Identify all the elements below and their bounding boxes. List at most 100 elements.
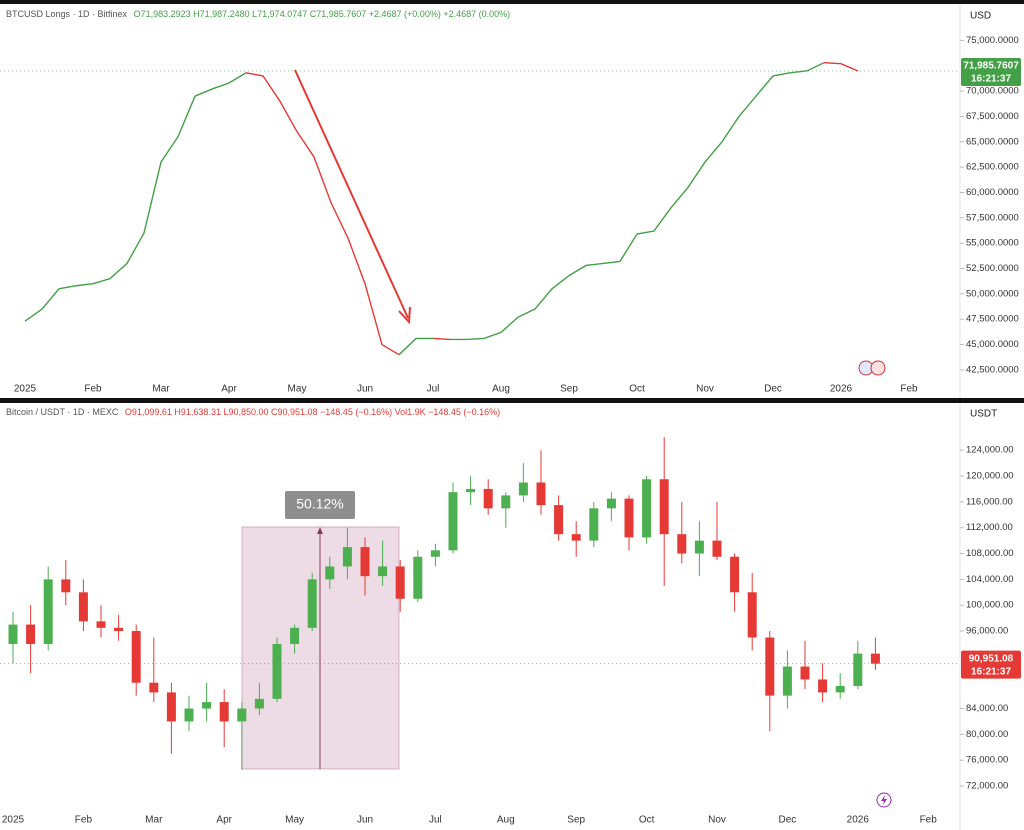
candle-body (378, 566, 388, 577)
candle-body (430, 550, 440, 557)
x-tick-label: Jun (357, 815, 373, 826)
candle-body (466, 488, 476, 493)
candle-body (642, 479, 652, 538)
candle-body (870, 653, 880, 664)
y-tick-label: 80,000.00 (966, 729, 1008, 740)
candle-body (184, 708, 194, 722)
trend-arrowhead (398, 306, 411, 325)
y-tick-label: 76,000.00 (966, 755, 1008, 766)
y-tick-label: 112,000.00 (966, 522, 1013, 533)
symbol: Bitcoin / USDT · 1D · MEXC (6, 407, 119, 417)
x-tick-label: Nov (696, 384, 714, 395)
ohlc: O91,099.61 H91,638.31 L90,850.00 C90,951… (125, 407, 500, 417)
chart-header: Bitcoin / USDT · 1D · MEXC O91,099.61 H9… (6, 407, 500, 417)
x-tick-label: Oct (629, 384, 645, 395)
plot: 42,500.0000 45,000.0000 47,500.0000 50,000.… (0, 35, 1021, 395)
x-tick-label: May (285, 815, 304, 826)
price-tag (961, 57, 1021, 86)
candle-body (606, 498, 616, 509)
candle-body (395, 566, 405, 599)
candle-body (589, 508, 599, 541)
chart-header: BTCUSD Longs · 1D · Bitfinex O71,983.292… (6, 9, 510, 19)
candle-body (219, 702, 229, 722)
y-tick-label: 50,000.0000 (966, 288, 1019, 299)
line-segment (432, 337, 451, 341)
x-tick-label: 2026 (830, 384, 853, 395)
event-icon-glyph (881, 795, 887, 805)
y-tick-label: 104,000.00 (966, 574, 1014, 585)
x-tick-label: Feb (920, 815, 938, 826)
plot: 72,000.00 76,000.00 80,000.00 84,000.00 96,0… (0, 437, 1021, 826)
y-tick-label: 108,000.00 (966, 548, 1014, 559)
measure-label-box (285, 491, 355, 519)
candle-body (501, 495, 511, 509)
line-segment (450, 62, 825, 341)
price-tag-countdown: 16:21:37 (971, 666, 1011, 677)
y-tick-label: 47,500.0000 (966, 314, 1019, 325)
y-tick-label: 124,000.00 (966, 445, 1014, 456)
x-tick-label: Dec (779, 815, 797, 826)
measure-arrowhead (317, 527, 323, 534)
x-tick-label: 2025 (2, 815, 25, 826)
line-segment (245, 72, 400, 356)
y-tick-label: 116,000.00 (966, 496, 1013, 507)
candle-body (448, 492, 458, 551)
x-tick-label: Mar (152, 384, 170, 395)
x-tick-label: Aug (492, 384, 510, 395)
y-tick-label: 100,000.00 (966, 600, 1014, 611)
candle-body (782, 666, 792, 696)
x-tick-label: 2026 (847, 815, 870, 826)
y-tick-label: 60,000.0000 (966, 187, 1019, 198)
y-tick-label: 120,000.00 (966, 471, 1014, 482)
y-tick-label: 57,500.0000 (966, 212, 1019, 223)
candle-body (166, 692, 176, 722)
candle-body (149, 682, 159, 693)
event-icon[interactable] (870, 360, 886, 376)
x-tick-label: Feb (900, 384, 918, 395)
x-tick-label: Apr (221, 384, 237, 395)
x-tick-label: Feb (84, 384, 102, 395)
candle-body (571, 534, 581, 541)
candle-body (43, 579, 53, 644)
y-tick-label: 70,000.0000 (966, 86, 1019, 97)
candle-body (8, 624, 18, 644)
measure-label: 50.12% (296, 496, 343, 512)
candle-body (818, 679, 828, 693)
price-tag (961, 650, 1021, 679)
candle-body (325, 566, 335, 580)
candle-body (307, 579, 317, 628)
x-tick-label: Aug (497, 815, 515, 826)
x-tick-label: Jul (429, 815, 442, 826)
candle-body (61, 579, 71, 593)
y-tick-label: 52,500.0000 (966, 263, 1019, 274)
candle-body (853, 653, 863, 686)
candle-body (413, 556, 423, 599)
trend-arrow (294, 69, 409, 319)
y-tick-label: 96,000.00 (966, 626, 1008, 637)
line-segment (24, 72, 247, 322)
candle-body (114, 627, 124, 632)
price-tag-countdown: 16:21:37 (971, 74, 1011, 85)
y-tick-label: 45,000.0000 (966, 339, 1019, 350)
candle-body (272, 643, 282, 699)
panel-separator (0, 398, 1024, 403)
candle-body (554, 505, 564, 535)
line-segment (823, 62, 859, 72)
y-tick-label: 67,500.0000 (966, 111, 1019, 122)
candle-body (483, 488, 493, 509)
candle-body (624, 498, 634, 538)
y-tick-label: 84,000.00 (966, 703, 1008, 714)
candle-body (26, 624, 36, 644)
candle-body (202, 702, 212, 709)
y-tick-label: 55,000.0000 (966, 238, 1019, 249)
candle-body (254, 698, 264, 709)
x-tick-label: May (288, 384, 307, 395)
y-tick-label: 62,500.0000 (966, 162, 1019, 173)
candle-body (712, 540, 722, 557)
candle-body (237, 708, 247, 722)
top-border (0, 0, 1024, 4)
candle-body (677, 534, 687, 554)
candle-body (536, 482, 546, 506)
